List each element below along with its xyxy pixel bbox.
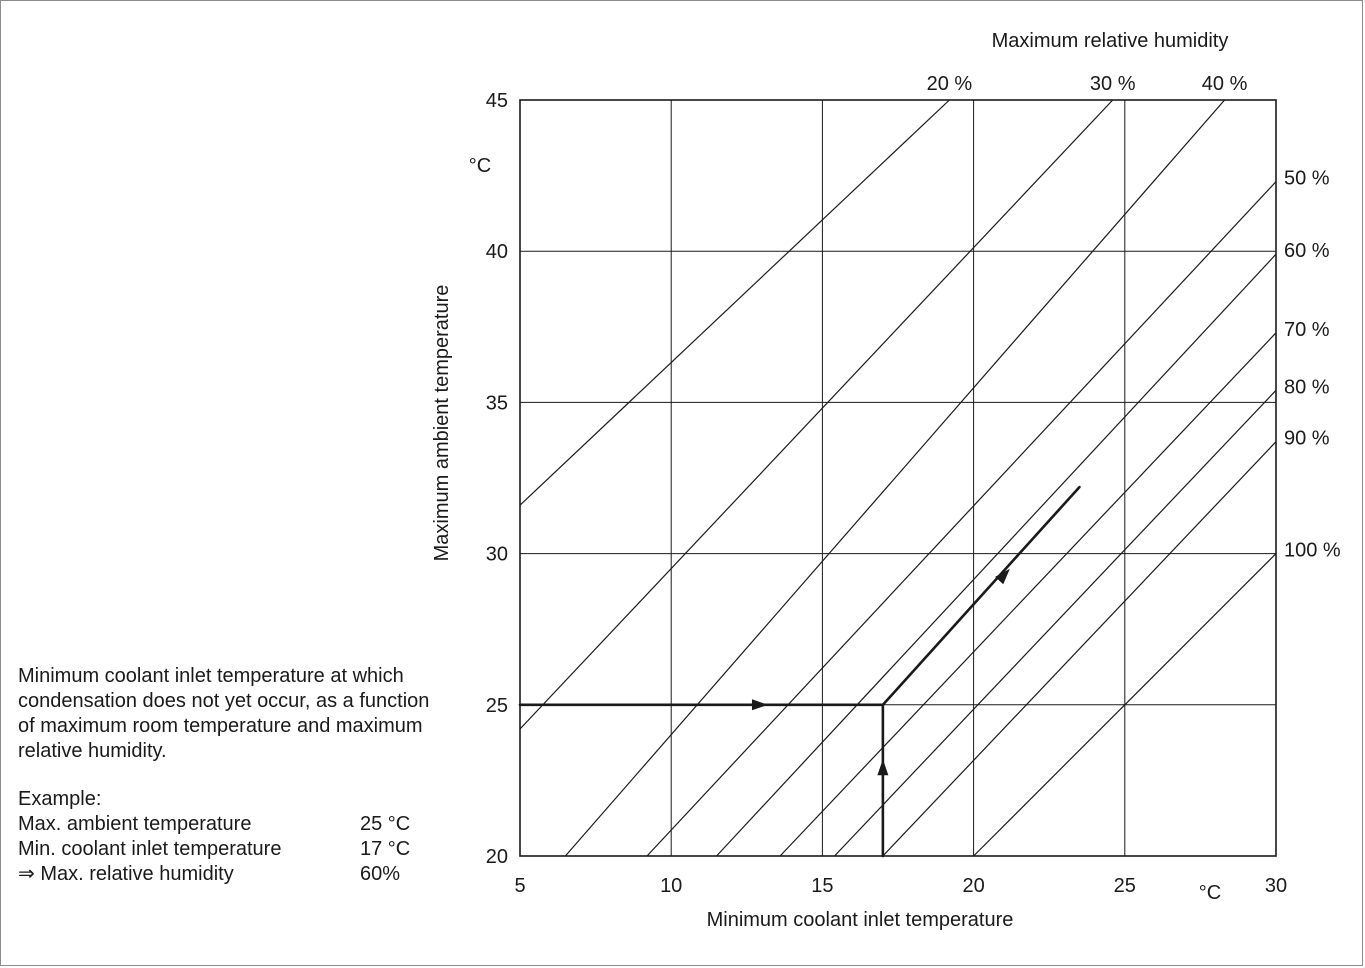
side-text: Minimum coolant inlet temperature at whi… — [18, 664, 438, 887]
example-path-line — [881, 485, 1081, 707]
y-tick-label: 40 — [486, 241, 508, 263]
plot-border — [519, 99, 1277, 857]
y-tick-label: 45 — [486, 90, 508, 112]
humidity-line — [834, 389, 1277, 857]
example-label: Max. ambient temperature — [18, 813, 252, 835]
x-tick-label: 20 — [962, 875, 984, 897]
x-tick-label: 30 — [1265, 875, 1287, 897]
y-axis-unit: °C — [469, 155, 491, 177]
chart-description: Minimum coolant inlet temperature at whi… — [18, 665, 430, 762]
humidity-line-label: 70 % — [1284, 319, 1330, 341]
y-tick-label: 35 — [486, 392, 508, 414]
example-value: 60% — [360, 863, 401, 885]
example-row: Min. coolant inlet temperature 17 °C — [18, 837, 438, 862]
y-tick-label: 30 — [486, 544, 508, 566]
example-label: ⇒ Max. relative humidity — [18, 863, 234, 885]
humidity-line — [973, 553, 1277, 857]
x-tick-label: 25 — [1114, 875, 1136, 897]
humidity-line-label: 20 % — [927, 73, 973, 95]
humidity-line-label: 40 % — [1202, 73, 1248, 95]
example-arrow — [995, 568, 1010, 585]
humidity-axis-title: Maximum relative humidity — [992, 30, 1229, 52]
humidity-line-label: 100 % — [1284, 540, 1341, 562]
x-tick-label: 5 — [514, 875, 525, 897]
humidity-line — [564, 99, 1226, 857]
example-heading: Example: — [18, 788, 102, 810]
x-tick-label: 15 — [811, 875, 833, 897]
x-tick-label: 10 — [660, 875, 682, 897]
example-row: Max. ambient temperature 25 °C — [18, 812, 438, 837]
humidity-line — [519, 99, 950, 506]
example-arrow — [751, 699, 768, 711]
x-axis-title: Minimum coolant inlet temperature — [707, 909, 1014, 931]
example-value: 17 °C — [360, 838, 411, 860]
y-tick-label: 20 — [486, 846, 508, 868]
example-arrow — [877, 759, 889, 776]
humidity-line — [882, 441, 1277, 857]
x-axis-unit: °C — [1199, 882, 1221, 904]
humidity-line — [519, 99, 1114, 730]
y-axis-title: Maximum ambient temperature — [431, 285, 453, 562]
humidity-line-label: 90 % — [1284, 428, 1330, 450]
humidity-line — [646, 181, 1277, 857]
example-row: ⇒ Max. relative humidity 60% — [18, 862, 438, 887]
humidity-line-label: 30 % — [1090, 73, 1136, 95]
humidity-line — [779, 332, 1277, 857]
humidity-line-label: 50 % — [1284, 168, 1330, 190]
humidity-line-label: 80 % — [1284, 376, 1330, 398]
humidity-line-label: 60 % — [1284, 240, 1330, 262]
example-value: 25 °C — [360, 813, 411, 835]
y-tick-label: 25 — [486, 695, 508, 717]
example-label: Min. coolant inlet temperature — [18, 838, 282, 860]
humidity-line — [716, 253, 1277, 857]
